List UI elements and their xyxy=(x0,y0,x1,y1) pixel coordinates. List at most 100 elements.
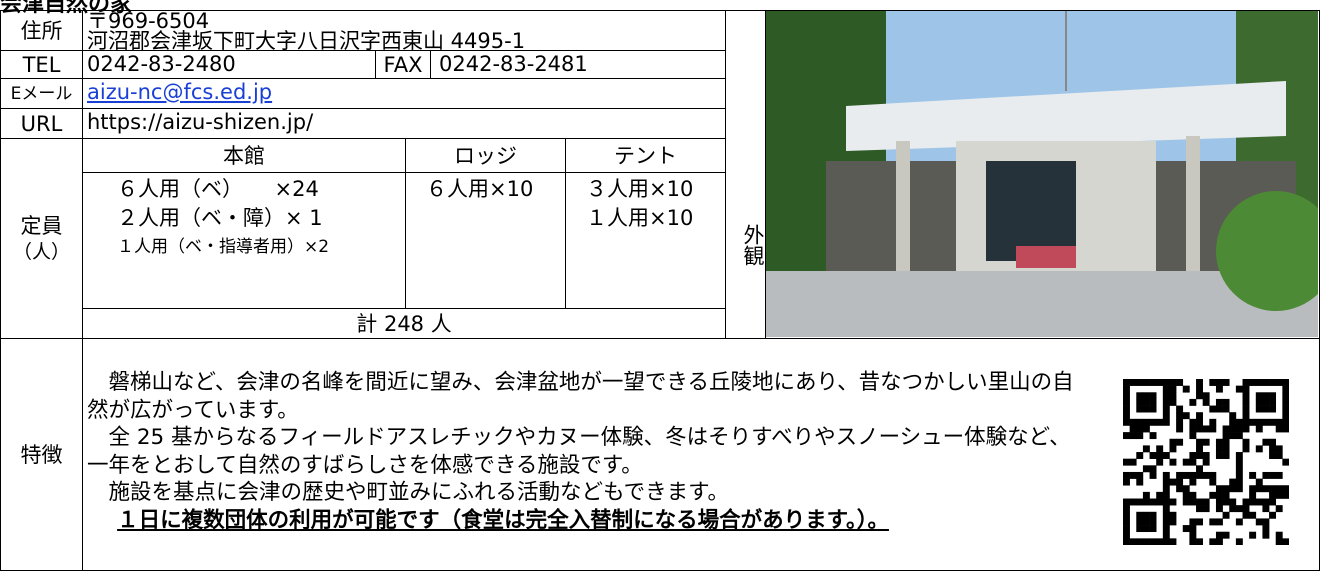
qr-module xyxy=(1123,538,1130,545)
qr-module xyxy=(1282,418,1289,426)
qr-module xyxy=(1269,438,1277,446)
qr-module xyxy=(1129,432,1137,440)
qr-module xyxy=(1169,438,1177,446)
qr-module xyxy=(1275,491,1283,499)
qr-module xyxy=(1189,458,1197,466)
capacity-line: ６人用（ベ） ×24 xyxy=(117,177,319,201)
qr-module xyxy=(1202,471,1210,479)
qr-code[interactable] xyxy=(1123,379,1289,545)
qr-module xyxy=(1262,379,1270,386)
qr-module xyxy=(1189,398,1197,406)
qr-module xyxy=(1202,398,1210,406)
fax-label: FAX xyxy=(375,50,431,79)
qr-module xyxy=(1229,425,1237,433)
qr-module xyxy=(1215,398,1223,406)
qr-module xyxy=(1282,379,1289,386)
qr-module xyxy=(1269,491,1277,499)
qr-module xyxy=(1182,485,1190,493)
qr-module xyxy=(1123,478,1130,486)
qr-module xyxy=(1123,458,1130,466)
qr-module xyxy=(1235,425,1243,433)
qr-module xyxy=(1123,418,1130,426)
qr-module xyxy=(1196,438,1203,446)
qr-module xyxy=(1189,432,1197,440)
qr-module xyxy=(1129,498,1137,506)
qr-module xyxy=(1262,438,1270,446)
capacity-line: ６人用×10 xyxy=(426,177,534,201)
qr-module xyxy=(1222,498,1230,506)
qr-module xyxy=(1269,511,1277,519)
qr-module xyxy=(1209,379,1217,386)
qr-module xyxy=(1136,525,1144,533)
photo-cell xyxy=(765,10,1320,339)
qr-module xyxy=(1156,379,1164,386)
qr-module xyxy=(1215,438,1223,446)
qr-module xyxy=(1149,379,1157,386)
capacity-unit: （人） xyxy=(12,240,70,263)
qr-module xyxy=(1162,518,1170,526)
qr-module xyxy=(1123,385,1130,393)
qr-module xyxy=(1189,518,1197,526)
qr-module xyxy=(1162,511,1170,519)
qr-module xyxy=(1196,392,1203,400)
qr-module xyxy=(1269,379,1277,386)
qr-module xyxy=(1176,485,1184,493)
url: https://aizu-shizen.jp/ xyxy=(82,108,726,139)
qr-module xyxy=(1255,392,1263,400)
qr-module xyxy=(1269,471,1277,479)
qr-module xyxy=(1242,385,1250,393)
qr-module xyxy=(1282,491,1289,499)
qr-module xyxy=(1202,458,1210,466)
qr-module xyxy=(1269,445,1277,453)
qr-module xyxy=(1282,385,1289,393)
tel: 0242-83-2480 xyxy=(82,50,376,79)
postal: 〒969-6504 xyxy=(87,9,210,33)
qr-module xyxy=(1162,491,1170,499)
qr-module xyxy=(1202,505,1210,513)
qr-module xyxy=(1196,471,1203,479)
qr-module xyxy=(1169,478,1177,486)
qr-module xyxy=(1123,525,1130,533)
qr-module xyxy=(1123,505,1130,513)
qr-module xyxy=(1123,531,1130,539)
qr-module xyxy=(1149,538,1157,545)
qr-module xyxy=(1242,392,1250,400)
qr-module xyxy=(1162,412,1170,420)
qr-module xyxy=(1196,418,1203,426)
qr-module xyxy=(1229,505,1237,513)
qr-module xyxy=(1196,412,1203,420)
qr-module xyxy=(1129,458,1137,466)
qr-module xyxy=(1156,445,1164,453)
qr-module xyxy=(1149,465,1157,473)
qr-module xyxy=(1136,418,1144,426)
email-link[interactable]: aizu-nc@fcs.ed.jp xyxy=(87,80,273,104)
qr-module xyxy=(1136,452,1144,459)
qr-module xyxy=(1215,379,1223,386)
qr-module xyxy=(1249,498,1257,506)
qr-module xyxy=(1162,392,1170,400)
qr-module xyxy=(1169,458,1177,466)
qr-module xyxy=(1209,405,1217,413)
qr-module xyxy=(1176,379,1184,386)
capacity-label-cell: 定員 （人） xyxy=(0,138,83,339)
qr-module xyxy=(1222,485,1230,493)
qr-module xyxy=(1169,379,1177,386)
fax: 0242-83-2481 xyxy=(430,50,726,79)
qr-module xyxy=(1275,531,1283,539)
qr-module xyxy=(1196,452,1203,459)
qr-module xyxy=(1136,498,1144,506)
qr-module xyxy=(1129,425,1137,433)
qr-module xyxy=(1196,465,1203,473)
qr-module xyxy=(1255,398,1263,406)
qr-module xyxy=(1229,432,1237,440)
qr-module xyxy=(1269,498,1277,506)
qr-module xyxy=(1196,518,1203,526)
qr-module xyxy=(1142,511,1150,519)
qr-module xyxy=(1282,405,1289,413)
qr-module xyxy=(1242,438,1250,446)
address-cell: 〒969-6504 河沼郡会津坂下町大字八日沢字西東山 4495-1 xyxy=(82,9,726,52)
qr-module xyxy=(1176,418,1184,426)
photo xyxy=(766,11,1319,337)
qr-module xyxy=(1196,385,1203,393)
